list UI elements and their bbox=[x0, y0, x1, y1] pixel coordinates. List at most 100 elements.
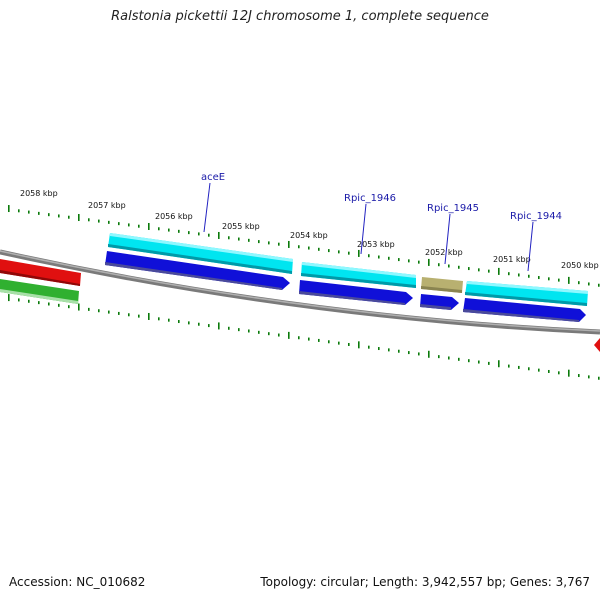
map-title: Ralstonia pickettii 12J chromosome 1, co… bbox=[111, 9, 489, 24]
minor-tick bbox=[458, 357, 460, 361]
minor-tick bbox=[238, 328, 240, 332]
minor-tick bbox=[548, 277, 550, 281]
minor-tick bbox=[268, 241, 270, 245]
aceE-gene-arrow[interactable] bbox=[105, 251, 290, 290]
minor-tick bbox=[328, 249, 330, 253]
rpic1945-label-line bbox=[444, 213, 451, 265]
minor-tick bbox=[108, 220, 110, 224]
kbp-label-2055: 2055 kbp bbox=[222, 222, 260, 231]
chromosome-backbone bbox=[0, 249, 600, 335]
rpic1944-band-shade bbox=[465, 292, 587, 306]
major-tick bbox=[358, 249, 360, 257]
aceE-gene-band[interactable] bbox=[108, 233, 293, 274]
minor-tick bbox=[228, 236, 230, 240]
minor-tick bbox=[368, 345, 370, 349]
minor-tick bbox=[528, 274, 530, 278]
minor-tick bbox=[438, 263, 440, 267]
minor-tick bbox=[118, 311, 120, 315]
minor-tick bbox=[388, 256, 390, 260]
minor-tick bbox=[458, 265, 460, 269]
minor-tick bbox=[418, 352, 420, 356]
minor-tick bbox=[98, 309, 100, 313]
upper-tick-row bbox=[8, 205, 600, 287]
minor-tick bbox=[198, 322, 200, 326]
rpic1944-band-highlight bbox=[467, 281, 588, 294]
major-tick bbox=[78, 303, 80, 311]
minor-tick bbox=[298, 245, 300, 249]
topology-text: Topology: circular; Length: 3,942,557 bp… bbox=[260, 575, 590, 589]
minor-tick bbox=[168, 228, 170, 232]
minor-tick bbox=[378, 255, 380, 259]
major-tick bbox=[218, 231, 220, 239]
rpic1946-label-line bbox=[360, 203, 367, 255]
rpic1946-band-highlight bbox=[302, 262, 416, 278]
rpic1945-band-shade bbox=[421, 286, 462, 293]
gene-label-rpic1945[interactable]: Rpic_1945 bbox=[427, 203, 479, 214]
major-tick bbox=[78, 214, 80, 222]
minor-tick bbox=[368, 254, 370, 258]
minor-tick bbox=[138, 224, 140, 228]
major-tick bbox=[288, 240, 290, 248]
rpic1944-label-line bbox=[527, 221, 534, 272]
minor-tick bbox=[558, 278, 560, 282]
major-tick bbox=[288, 331, 290, 339]
minor-tick bbox=[48, 213, 50, 217]
minor-tick bbox=[88, 307, 90, 311]
red-gene-feature[interactable] bbox=[0, 259, 81, 286]
minor-tick bbox=[168, 318, 170, 322]
green-gene-feature[interactable] bbox=[0, 279, 79, 304]
gene-label-rpic1946[interactable]: Rpic_1946 bbox=[344, 193, 396, 204]
minor-tick bbox=[258, 240, 260, 244]
minor-tick bbox=[178, 320, 180, 324]
major-tick bbox=[428, 258, 430, 266]
minor-tick bbox=[38, 211, 40, 215]
rpic1944-gene-band[interactable] bbox=[465, 281, 588, 306]
minor-tick bbox=[38, 301, 40, 305]
minor-tick bbox=[448, 356, 450, 360]
aceE-label-line bbox=[203, 182, 211, 233]
kbp-label-2050: 2050 kbp bbox=[561, 261, 599, 270]
gene-label-rpic1944[interactable]: Rpic_1944 bbox=[510, 211, 562, 222]
rpic1946-gene-band[interactable] bbox=[301, 262, 416, 288]
minor-tick bbox=[378, 347, 380, 351]
minor-tick bbox=[478, 268, 480, 272]
minor-tick bbox=[68, 305, 70, 309]
minor-tick bbox=[408, 351, 410, 355]
minor-tick bbox=[408, 259, 410, 263]
minor-tick bbox=[208, 324, 210, 328]
minor-tick bbox=[598, 376, 600, 380]
rpic1944-gene-arrow[interactable] bbox=[463, 298, 586, 322]
minor-tick bbox=[468, 267, 470, 271]
minor-tick bbox=[18, 298, 20, 302]
minor-tick bbox=[108, 310, 110, 314]
major-tick bbox=[428, 350, 430, 358]
minor-tick bbox=[388, 348, 390, 352]
minor-tick bbox=[348, 342, 350, 346]
minor-tick bbox=[338, 250, 340, 254]
minor-tick bbox=[118, 222, 120, 226]
rpic1945-arrow-shade bbox=[420, 304, 451, 310]
minor-tick bbox=[588, 375, 590, 379]
red-gene-arrow-tip[interactable] bbox=[594, 338, 600, 352]
minor-tick bbox=[158, 317, 160, 321]
minor-tick bbox=[538, 368, 540, 372]
minor-tick bbox=[308, 246, 310, 250]
gene-label-aceE[interactable]: aceE bbox=[201, 172, 225, 183]
major-tick bbox=[358, 341, 360, 349]
rpic1944-arrow-shade bbox=[463, 309, 579, 322]
aceE-band-shade bbox=[108, 244, 292, 274]
minor-tick bbox=[198, 232, 200, 236]
minor-tick bbox=[298, 336, 300, 340]
kbp-label-2053: 2053 kbp bbox=[357, 240, 395, 249]
minor-tick bbox=[418, 260, 420, 264]
minor-tick bbox=[48, 302, 50, 306]
minor-tick bbox=[128, 313, 130, 317]
minor-tick bbox=[308, 337, 310, 341]
minor-tick bbox=[478, 360, 480, 364]
minor-tick bbox=[58, 303, 60, 307]
minor-tick bbox=[208, 233, 210, 237]
minor-tick bbox=[338, 341, 340, 345]
rpic1946-gene-arrow[interactable] bbox=[299, 280, 413, 305]
kbp-label-2054: 2054 kbp bbox=[290, 231, 328, 240]
